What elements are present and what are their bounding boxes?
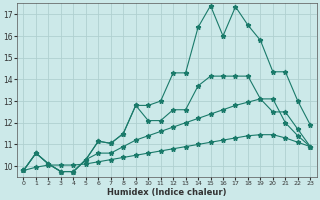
X-axis label: Humidex (Indice chaleur): Humidex (Indice chaleur) [107,188,227,197]
